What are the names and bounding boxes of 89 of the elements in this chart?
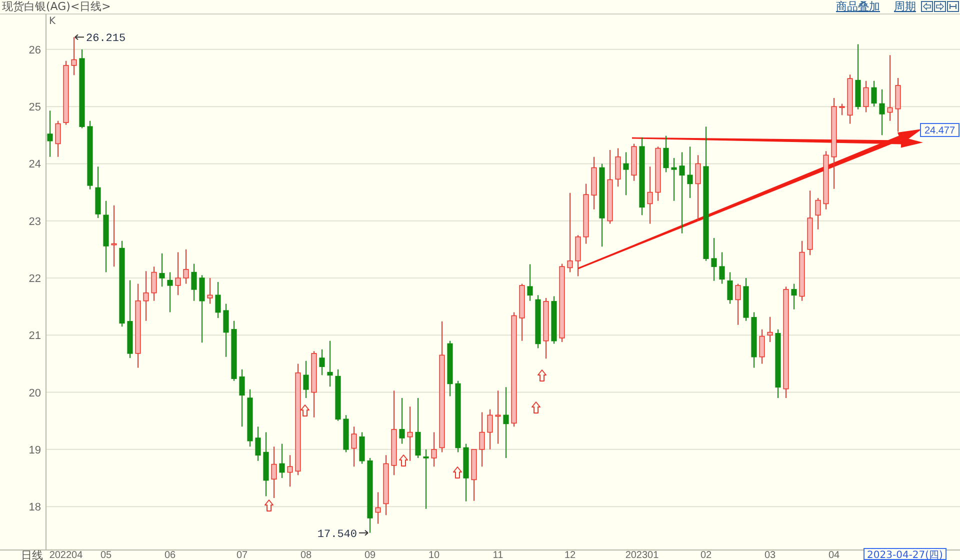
candlestick: [695, 154, 701, 222]
candlestick: [151, 266, 157, 302]
y-tick-label: 21: [28, 330, 41, 342]
y-tick-label: 23: [28, 216, 41, 228]
x-tick-label: 07: [236, 550, 248, 560]
candlestick: [143, 270, 149, 322]
candlestick: [679, 152, 685, 234]
candlestick: [223, 303, 229, 358]
candlestick: [567, 192, 573, 273]
candlestick: [423, 448, 429, 510]
candlestick: [839, 103, 845, 116]
chart-title: 现货白银(AG)<日线>: [2, 0, 111, 13]
candlestick: [895, 78, 901, 132]
candlestick: [319, 348, 325, 376]
candlestick: [727, 272, 733, 304]
candlestick: [671, 158, 677, 202]
candlestick: [175, 252, 181, 296]
candlestick: [759, 328, 765, 364]
candlestick: [359, 432, 365, 464]
candlestick: [815, 198, 821, 230]
candlestick: [647, 166, 653, 224]
candlestick: [191, 263, 197, 302]
candlestick: [351, 426, 357, 468]
annotation: 17.540: [317, 528, 357, 541]
candlestick: [271, 446, 277, 498]
candlestick: [415, 398, 421, 458]
text: 周期: [894, 0, 916, 13]
x-tick-label: 03: [764, 550, 776, 560]
text: 2023-04-27(四): [867, 550, 944, 560]
annotation: 26.215: [86, 33, 126, 46]
text: 商品叠加: [836, 0, 880, 13]
text: 24.477: [924, 126, 956, 136]
x-tick-label: 12: [564, 550, 576, 560]
candlestick: [399, 398, 405, 444]
candlestick: [375, 492, 381, 524]
y-tick-label: 20: [28, 387, 41, 400]
candlestick: [287, 454, 293, 488]
x-tick-label: 10: [428, 550, 440, 560]
candlestick: [303, 360, 309, 398]
candlestick: [863, 80, 869, 113]
candlestick: [687, 146, 693, 198]
x-tick-label: 08: [300, 550, 312, 560]
candlestick: [71, 36, 77, 76]
candlestick: [215, 282, 221, 318]
candlestick: [887, 54, 893, 122]
candlestick: [663, 135, 669, 173]
candlestick: [255, 426, 261, 462]
candlestick: [159, 252, 165, 288]
y-tick-label: 25: [28, 102, 41, 114]
candlestick: [791, 283, 797, 310]
x-tick-label: 11: [492, 550, 504, 560]
candlestick: [735, 283, 741, 326]
candlestick: [487, 408, 493, 450]
candlestick: [711, 238, 717, 282]
x-tick-label: 02: [700, 550, 712, 560]
candlestick: [199, 274, 205, 344]
candlestick: [407, 406, 413, 462]
candlestick: [719, 252, 725, 284]
candlestick: [327, 340, 333, 388]
candlestick: [279, 443, 285, 478]
candlestick: [479, 412, 485, 468]
candlestick: [767, 316, 773, 342]
y-axis-title: K: [49, 16, 56, 27]
x-tick-label: 202301: [625, 550, 660, 560]
x-tick-label: 09: [364, 550, 376, 560]
x-tick-label: 202204: [49, 550, 84, 560]
candlestick: [503, 386, 509, 458]
candlestick: [207, 278, 213, 304]
candlestick: [527, 264, 533, 302]
x-tick-label: 05: [100, 550, 112, 560]
candlestick: [167, 272, 173, 313]
candlestick: [111, 204, 117, 268]
y-tick-label: 18: [28, 502, 41, 514]
y-tick-label: 24: [28, 158, 41, 171]
y-tick-label: 26: [28, 44, 41, 56]
candlestick: [239, 368, 245, 428]
candlestick: [495, 390, 501, 444]
candlestick: [55, 120, 61, 158]
candlestick: [879, 88, 885, 136]
candlestick: [183, 248, 189, 284]
candlestick: [615, 148, 621, 188]
candlestick: [47, 110, 53, 158]
candlestick: [871, 80, 877, 108]
candlestick: [431, 432, 437, 468]
y-tick-label: 22: [28, 273, 41, 285]
x-tick-label: 06: [164, 550, 176, 560]
candlestick: [623, 152, 629, 196]
y-tick-label: 19: [28, 444, 41, 456]
x-tick-label: 04: [828, 550, 840, 560]
